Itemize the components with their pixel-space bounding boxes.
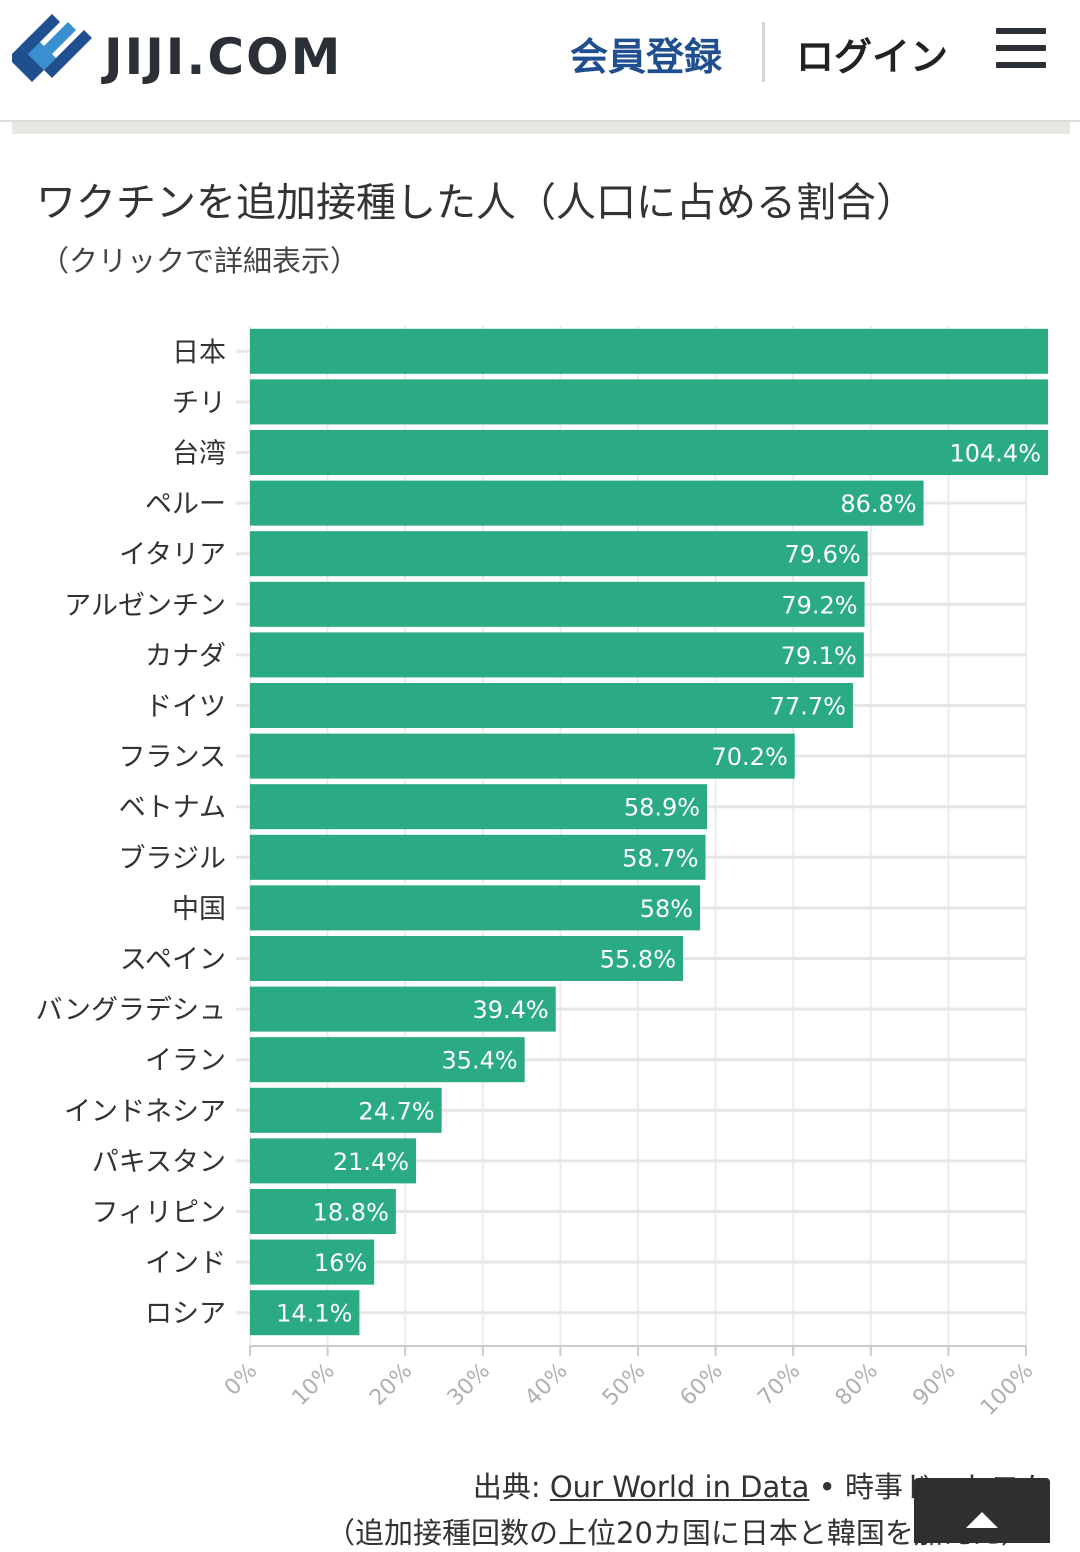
bar[interactable] — [250, 683, 853, 728]
category-label: フランス — [119, 742, 226, 773]
x-tick-label: 10% — [288, 1359, 340, 1411]
bar[interactable] — [250, 1239, 375, 1285]
source-link[interactable]: Our World in Data — [549, 1470, 810, 1504]
category-label: アルゼンチン — [64, 590, 226, 621]
x-tick-label: 80% — [831, 1359, 883, 1411]
value-label: 58% — [640, 895, 693, 923]
bar[interactable] — [250, 1138, 417, 1184]
value-label: 16% — [314, 1249, 367, 1277]
value-label: 18.8% — [313, 1199, 389, 1227]
value-label: 79.1% — [781, 642, 857, 670]
bar[interactable] — [250, 885, 701, 931]
value-label: 58.9% — [624, 794, 700, 822]
category-label: カナダ — [145, 641, 226, 672]
source-prefix: 出典: — [472, 1470, 541, 1504]
category-label: インドネシア — [64, 1096, 226, 1127]
value-label: 70.2% — [712, 743, 788, 771]
menu-icon[interactable] — [996, 28, 1046, 70]
x-tick-label: 40% — [520, 1359, 572, 1411]
value-label: 39.4% — [472, 996, 548, 1024]
x-tick-label: 0% — [220, 1359, 262, 1401]
category-label: 日本 — [172, 337, 226, 368]
logo-mark-icon — [8, 14, 92, 82]
value-label: 55.8% — [600, 946, 676, 974]
bar[interactable] — [250, 1087, 442, 1133]
bar[interactable] — [250, 632, 864, 678]
bar[interactable] — [250, 328, 1048, 374]
login-link[interactable]: ログイン — [796, 35, 949, 79]
bar[interactable] — [250, 1290, 360, 1336]
logo-text: JIJI.COM — [104, 28, 343, 86]
category-label: パキスタン — [92, 1147, 226, 1178]
category-label: イタリア — [119, 540, 226, 571]
bar[interactable] — [250, 936, 684, 981]
bar[interactable] — [250, 1037, 525, 1083]
bar[interactable] — [250, 986, 556, 1032]
x-tick-label: 100% — [976, 1359, 1038, 1420]
scroll-to-top-button[interactable] — [914, 1478, 1050, 1543]
register-link[interactable]: 会員登録 — [570, 35, 723, 79]
value-label: 86.8% — [840, 490, 916, 518]
x-tick-label: 20% — [365, 1359, 417, 1411]
value-label: 58.7% — [622, 844, 698, 872]
x-tick-label: 60% — [676, 1359, 728, 1411]
bar[interactable] — [250, 531, 868, 577]
site-logo[interactable]: JIJI.COM — [8, 10, 382, 90]
category-label: ベトナム — [119, 793, 226, 824]
category-label: イラン — [145, 1046, 226, 1077]
value-label: 24.7% — [358, 1097, 434, 1125]
value-label: 77.7% — [770, 693, 846, 721]
category-label: 台湾 — [172, 439, 226, 470]
bar[interactable] — [250, 1189, 396, 1234]
bar[interactable] — [250, 480, 924, 526]
chart-subtitle[interactable]: （クリックで詳細表示） — [40, 244, 360, 278]
x-tick-label: 70% — [753, 1359, 805, 1411]
source-separator: • — [818, 1470, 836, 1504]
category-label: 中国 — [172, 894, 226, 925]
category-label: ブラジル — [119, 843, 226, 874]
bar[interactable] — [250, 733, 795, 779]
bar[interactable] — [250, 430, 1048, 475]
bar[interactable] — [250, 581, 865, 627]
category-label: ペルー — [145, 489, 226, 520]
category-label: スペイン — [120, 945, 226, 976]
x-tick-label: 30% — [443, 1359, 495, 1411]
category-label: チリ — [172, 388, 226, 419]
bar[interactable] — [250, 784, 708, 830]
nav-divider — [762, 22, 765, 82]
value-label: 79.2% — [781, 591, 857, 619]
x-tick-label: 90% — [908, 1359, 960, 1411]
value-label: 21.4% — [333, 1148, 409, 1176]
value-label: 104.4% — [949, 440, 1041, 468]
category-label: ロシア — [145, 1299, 226, 1330]
bar[interactable] — [250, 379, 1048, 425]
value-label: 14.1% — [276, 1300, 352, 1328]
chart-title: ワクチンを追加接種した人（人口に占める割合） — [36, 180, 916, 226]
header-divider-band — [12, 122, 1070, 134]
category-label: インド — [145, 1248, 226, 1279]
site-header: JIJI.COM 会員登録 ログイン — [0, 0, 1080, 122]
value-label: 79.6% — [784, 541, 860, 569]
value-label: 35.4% — [441, 1047, 517, 1075]
bar[interactable] — [250, 834, 706, 880]
category-label: フィリピン — [92, 1198, 226, 1229]
category-label: バングラデシュ — [36, 995, 226, 1026]
category-label: ドイツ — [145, 692, 226, 723]
x-tick-label: 50% — [598, 1359, 650, 1411]
